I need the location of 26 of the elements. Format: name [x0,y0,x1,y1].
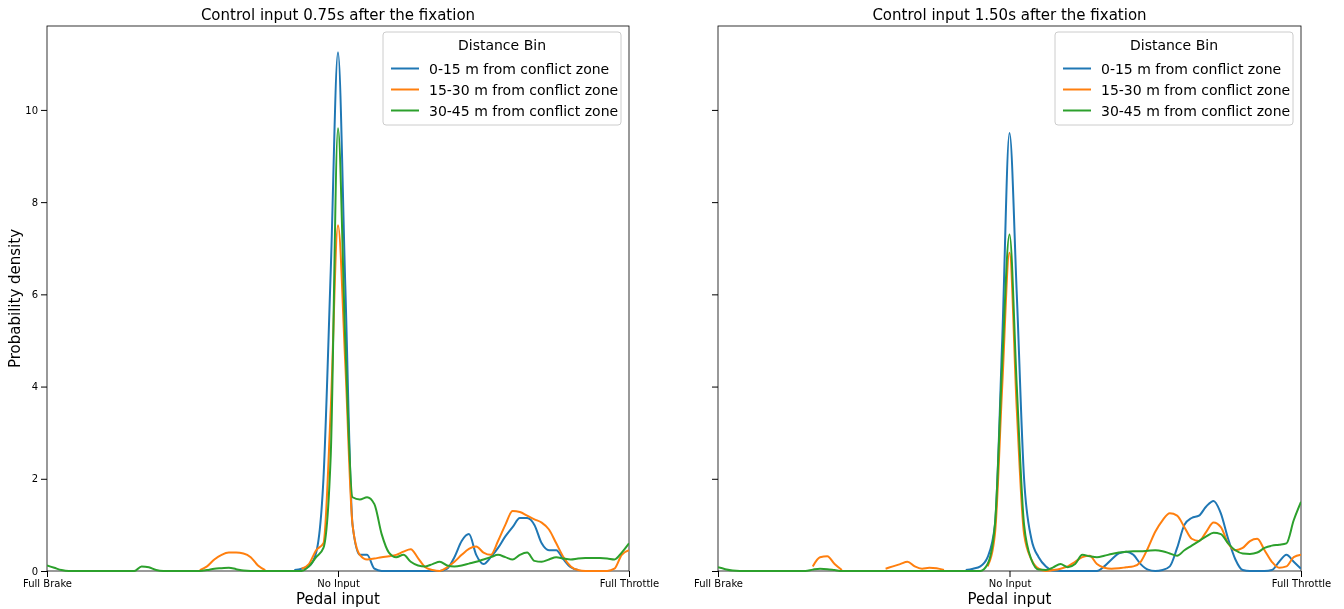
y-tick-label: 10 [25,104,38,116]
legend-label: 0-15 m from conflict zone [1101,60,1282,77]
x-tick-label: No Input [317,578,360,590]
legend-label: 0-15 m from conflict zone [429,60,610,77]
y-tick-label: 2 [31,473,38,485]
x-tick-label: Full Throttle [599,578,660,590]
legend-label: 30-45 m from conflict zone [429,102,619,119]
legend-title: Distance Bin [457,37,547,53]
chart-title: Control input 0.75s after the fixation [200,6,476,24]
legend-title: Distance Bin [1129,37,1219,53]
x-tick-label: Full Brake [694,578,743,590]
y-axis-title: Probability density [6,228,24,369]
x-tick-label: Full Brake [23,578,72,590]
x-tick-label: Full Throttle [1271,578,1332,590]
y-tick-label: 8 [31,196,38,208]
legend-label: 15-30 m from conflict zone [1101,81,1291,98]
y-tick-label: 6 [31,289,38,301]
legend-label: 15-30 m from conflict zone [429,81,619,98]
y-tick-label: 4 [31,381,38,393]
chart-title: Control input 1.50s after the fixation [872,6,1147,24]
x-tick-label: No Input [988,578,1032,590]
legend-label: 30-45 m from conflict zone [1101,102,1291,119]
y-tick-label: 0 [31,565,38,577]
x-axis-title: Pedal input [296,590,381,608]
x-axis-title: Pedal input [967,590,1052,608]
line-series [47,127,629,572]
